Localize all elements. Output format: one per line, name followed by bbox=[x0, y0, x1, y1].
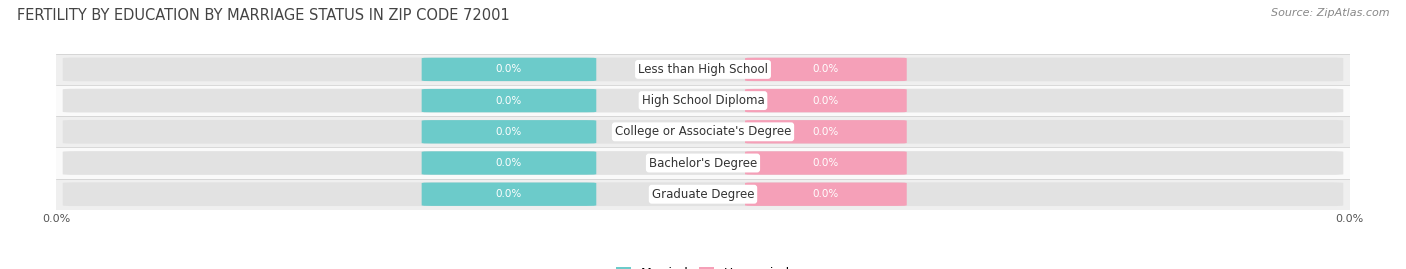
Text: 0.0%: 0.0% bbox=[496, 158, 522, 168]
Text: FERTILITY BY EDUCATION BY MARRIAGE STATUS IN ZIP CODE 72001: FERTILITY BY EDUCATION BY MARRIAGE STATU… bbox=[17, 8, 509, 23]
Text: 0.0%: 0.0% bbox=[813, 189, 839, 199]
Text: 0.0%: 0.0% bbox=[813, 64, 839, 75]
Text: 0.0%: 0.0% bbox=[813, 95, 839, 106]
Text: 0.0%: 0.0% bbox=[496, 64, 522, 75]
Text: High School Diploma: High School Diploma bbox=[641, 94, 765, 107]
Text: Bachelor's Degree: Bachelor's Degree bbox=[650, 157, 756, 169]
FancyBboxPatch shape bbox=[422, 120, 596, 144]
Bar bbox=[56, 147, 1350, 179]
FancyBboxPatch shape bbox=[63, 182, 1343, 206]
FancyBboxPatch shape bbox=[63, 151, 1343, 175]
Bar bbox=[56, 85, 1350, 116]
Text: Graduate Degree: Graduate Degree bbox=[652, 188, 754, 201]
Text: Less than High School: Less than High School bbox=[638, 63, 768, 76]
FancyBboxPatch shape bbox=[745, 120, 907, 144]
FancyBboxPatch shape bbox=[63, 120, 1343, 144]
FancyBboxPatch shape bbox=[745, 151, 907, 175]
FancyBboxPatch shape bbox=[63, 89, 1343, 112]
FancyBboxPatch shape bbox=[422, 151, 596, 175]
Bar bbox=[56, 116, 1350, 147]
FancyBboxPatch shape bbox=[422, 89, 596, 112]
Text: 0.0%: 0.0% bbox=[813, 158, 839, 168]
Bar bbox=[56, 179, 1350, 210]
Text: 0.0%: 0.0% bbox=[496, 189, 522, 199]
FancyBboxPatch shape bbox=[422, 58, 596, 81]
FancyBboxPatch shape bbox=[422, 183, 596, 206]
Text: Source: ZipAtlas.com: Source: ZipAtlas.com bbox=[1271, 8, 1389, 18]
Legend: Married, Unmarried: Married, Unmarried bbox=[612, 262, 794, 269]
Text: 0.0%: 0.0% bbox=[496, 127, 522, 137]
FancyBboxPatch shape bbox=[745, 183, 907, 206]
FancyBboxPatch shape bbox=[745, 58, 907, 81]
FancyBboxPatch shape bbox=[63, 58, 1343, 81]
Text: College or Associate's Degree: College or Associate's Degree bbox=[614, 125, 792, 138]
Bar bbox=[56, 54, 1350, 85]
Text: 0.0%: 0.0% bbox=[813, 127, 839, 137]
FancyBboxPatch shape bbox=[745, 89, 907, 112]
Text: 0.0%: 0.0% bbox=[496, 95, 522, 106]
